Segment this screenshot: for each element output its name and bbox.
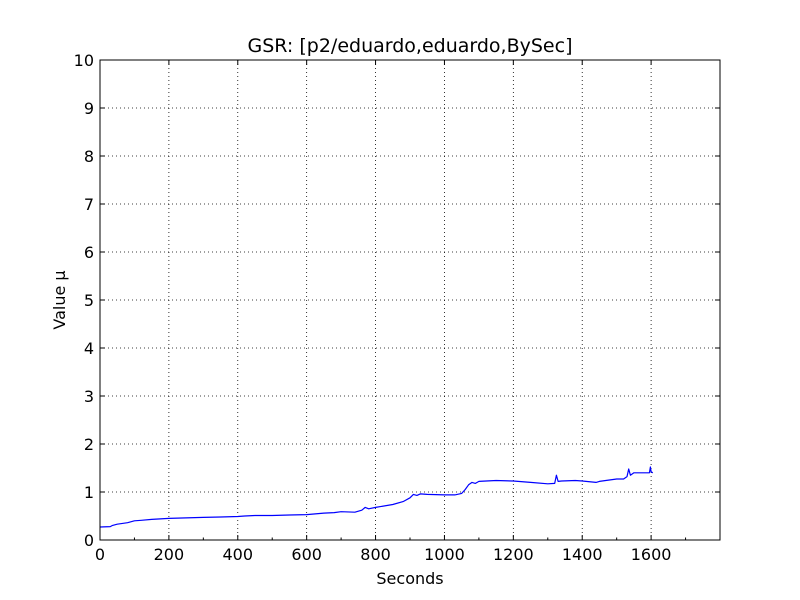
x-tick-label: 800 xyxy=(360,545,391,564)
y-tick-label: 7 xyxy=(84,195,94,214)
x-tick-label: 600 xyxy=(291,545,322,564)
series-line-0 xyxy=(99,466,654,528)
x-tick-label: 200 xyxy=(154,545,185,564)
y-tick-label: 1 xyxy=(84,483,94,502)
x-tick-label: 0 xyxy=(95,545,105,564)
x-tick-label: 400 xyxy=(223,545,254,564)
y-tick-label: 3 xyxy=(84,387,94,406)
x-tick-label: 1400 xyxy=(562,545,603,564)
y-tick-label: 4 xyxy=(84,339,94,358)
y-tick-label: 5 xyxy=(84,291,94,310)
x-tick-label: 1200 xyxy=(493,545,534,564)
y-tick-label: 8 xyxy=(84,147,94,166)
y-tick-label: 10 xyxy=(74,51,94,70)
series-layer xyxy=(99,466,654,528)
x-tick-label: 1000 xyxy=(424,545,465,564)
y-tick-label: 2 xyxy=(84,435,94,454)
y-tick-label: 9 xyxy=(84,99,94,118)
y-axis-label: Value µ xyxy=(50,270,69,329)
axis-ticks: 0 200 400 600 800 1000 1200 1400 1600 0 1 2 3 4 5 6 7 8 9 1… xyxy=(74,51,720,564)
y-tick-label: 6 xyxy=(84,243,94,262)
grid-lines xyxy=(99,59,720,541)
x-axis-label: Seconds xyxy=(376,569,443,588)
x-tick-label: 1600 xyxy=(631,545,672,564)
y-tick-label: 0 xyxy=(84,531,94,550)
chart-title: GSR: [p2/eduardo,eduardo,BySec] xyxy=(248,35,573,57)
